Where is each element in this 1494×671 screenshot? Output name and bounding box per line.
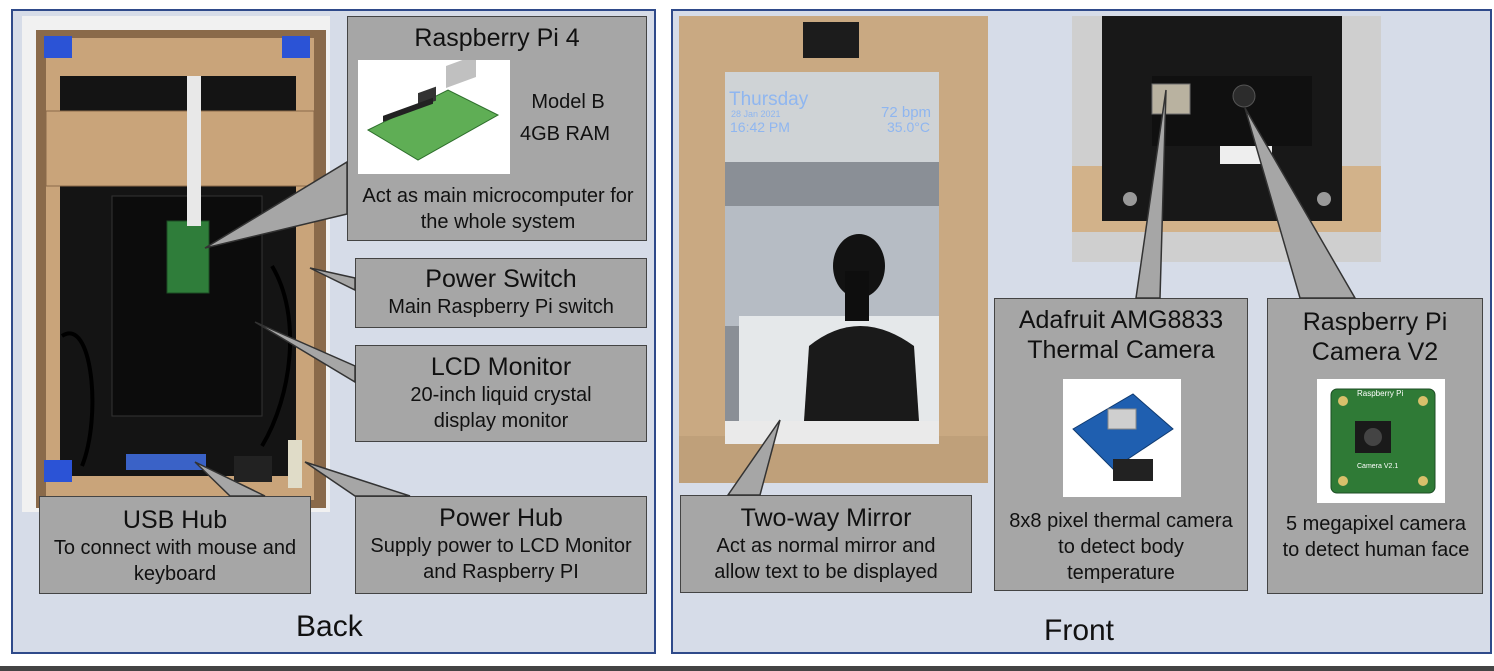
thermal-camera-desc: 8x8 pixel thermal camera to detect body …: [1009, 510, 1233, 584]
front-photo: Thursday 28 Jan 2021 16:42 PM 72 bpm 35.…: [679, 16, 988, 483]
raspberry-pi-image: [358, 55, 510, 174]
power-switch-desc: Main Raspberry Pi switch: [388, 296, 614, 318]
camera-mount-photo: [1072, 16, 1381, 262]
front-photo-illustration: [679, 16, 988, 483]
power-hub-desc: Supply power to LCD Monitor and Raspberr…: [370, 535, 632, 583]
pi-camera-board-sub: Camera V2.1: [1357, 463, 1399, 470]
pi-camera-desc: 5 megapixel camera to detect human face: [1282, 513, 1470, 561]
lcd-monitor-desc: 20-inch liquid crystal display monitor: [410, 384, 592, 432]
raspberry-pi-box: Raspberry Pi 4 Model B 4GB RAM Act as ma…: [347, 16, 647, 241]
lcd-monitor-box: LCD Monitor 20-inch liquid crystal displ…: [355, 345, 647, 442]
mirror-day: Thursday: [729, 89, 809, 110]
front-caption: Front: [1044, 614, 1115, 647]
two-way-mirror-desc: Act as normal mirror and allow text to b…: [714, 535, 938, 583]
usb-hub-title: USB Hub: [122, 506, 228, 534]
thermal-camera-box: Adafruit AMG8833 Thermal Camera 8x8 pixe…: [994, 298, 1248, 591]
mirror-date: 28 Jan 2021: [731, 109, 781, 119]
thermal-camera-title: Adafruit AMG8833 Thermal Camera: [1018, 306, 1224, 364]
back-photo-illustration: [36, 30, 326, 508]
two-way-mirror-box: Two-way Mirror Act as normal mirror and …: [680, 495, 972, 593]
mirror-time: 16:42 PM: [730, 119, 790, 135]
usb-hub-box: USB Hub To connect with mouse and keyboa…: [39, 496, 311, 594]
pi-camera-board-label: Raspberry Pi: [1357, 389, 1404, 398]
power-hub-box: Power Hub Supply power to LCD Monitor an…: [355, 496, 647, 594]
camera-mount-illustration: [1072, 16, 1381, 262]
pi-camera-image: Raspberry Pi Camera V2.1: [1317, 379, 1445, 503]
pi-camera-title: Raspberry Pi Camera V2: [1302, 308, 1448, 366]
mirror-bpm: 72 bpm: [881, 104, 932, 121]
bottom-border: [0, 666, 1494, 671]
raspberry-pi-desc: Act as main microcomputer for the whole …: [362, 185, 634, 233]
back-caption: Back: [296, 610, 363, 643]
lcd-monitor-title: LCD Monitor: [430, 353, 572, 381]
thermal-camera-image: [1063, 379, 1181, 497]
pi-camera-box: Raspberry Pi Camera V2 Raspberry Pi Came…: [1267, 298, 1483, 594]
two-way-mirror-title: Two-way Mirror: [740, 504, 912, 532]
power-switch-title: Power Switch: [425, 265, 577, 293]
raspberry-pi-title: Raspberry Pi 4: [414, 24, 580, 52]
back-photo: [22, 16, 330, 512]
power-hub-title: Power Hub: [439, 504, 563, 532]
raspberry-pi-ram: 4GB RAM: [519, 123, 611, 145]
power-switch-box: Power Switch Main Raspberry Pi switch: [355, 258, 647, 328]
mirror-temp: 35.0°C: [887, 119, 930, 135]
usb-hub-desc: To connect with mouse and keyboard: [53, 537, 297, 585]
raspberry-pi-model: Model B: [531, 91, 605, 113]
